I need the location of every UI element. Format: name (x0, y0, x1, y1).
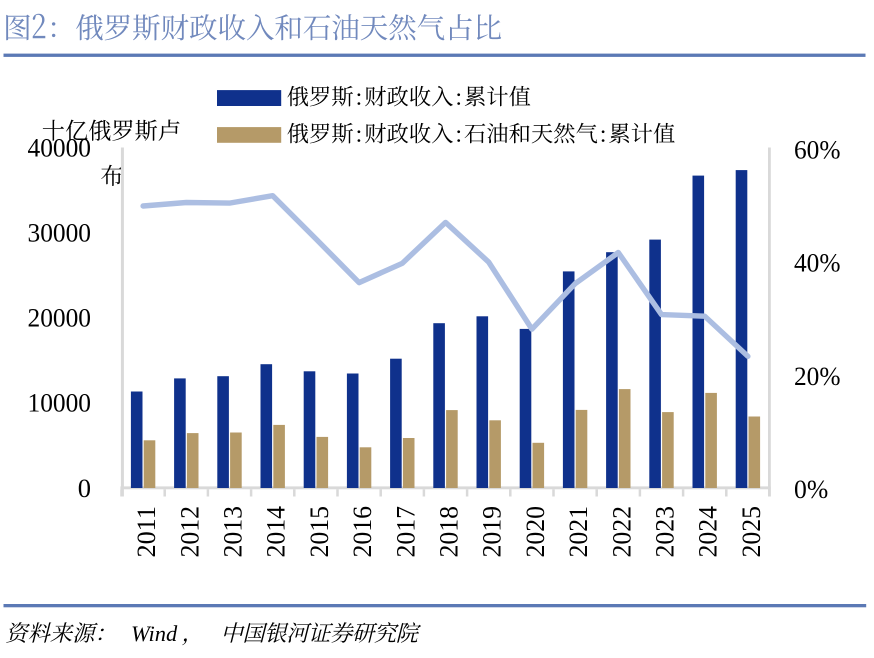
svg-text:2012: 2012 (174, 506, 204, 558)
svg-text:2023: 2023 (650, 506, 680, 558)
svg-text:40%: 40% (794, 248, 841, 278)
svg-text:2021: 2021 (563, 506, 593, 558)
svg-text:2022: 2022 (606, 506, 636, 558)
svg-text:60%: 60% (794, 134, 841, 164)
svg-text:2025: 2025 (736, 506, 766, 558)
svg-text:Wind: Wind (131, 621, 178, 646)
svg-text:2014: 2014 (261, 506, 291, 558)
svg-text:20%: 20% (794, 361, 841, 391)
svg-text:10000: 10000 (28, 388, 92, 418)
svg-text:40000: 40000 (28, 132, 92, 162)
svg-text:2020: 2020 (520, 506, 550, 558)
svg-text:2013: 2013 (218, 506, 248, 558)
svg-text:20000: 20000 (28, 303, 92, 333)
svg-text:0: 0 (78, 473, 91, 503)
svg-text:2011: 2011 (131, 506, 161, 558)
svg-text:2018: 2018 (434, 506, 464, 558)
svg-text:0%: 0% (794, 474, 828, 504)
svg-text:30000: 30000 (28, 217, 92, 247)
svg-text:2024: 2024 (693, 506, 723, 558)
svg-text:2017: 2017 (390, 506, 420, 558)
svg-text:2019: 2019 (477, 506, 507, 558)
svg-text:2016: 2016 (347, 506, 377, 558)
svg-text:2015: 2015 (304, 506, 334, 558)
